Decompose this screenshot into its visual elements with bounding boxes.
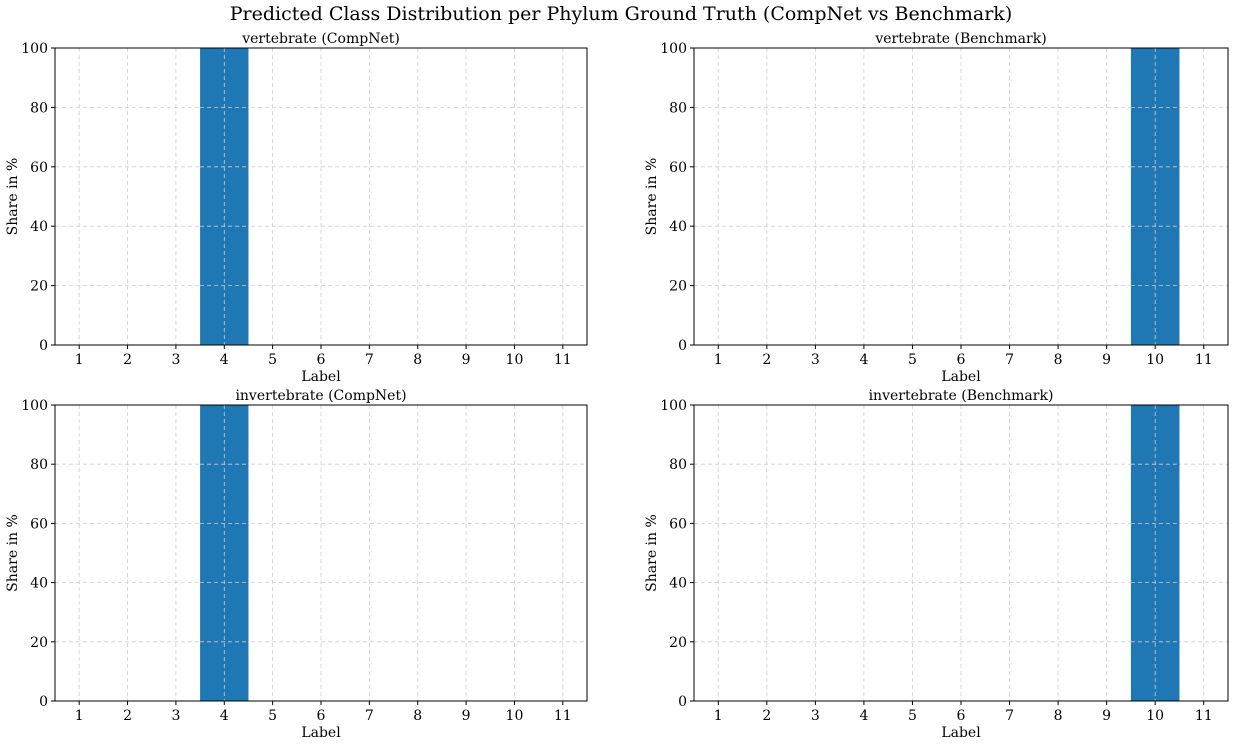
x-tick-label: 3 — [171, 708, 180, 724]
grid-lines-overlay — [1130, 47, 1180, 345]
y-tick-label: 0 — [39, 694, 48, 710]
x-tick-label: 6 — [317, 708, 326, 724]
x-tick-label: 8 — [1054, 708, 1063, 724]
grid-lines — [55, 47, 587, 346]
y-axis-label: Share in % — [644, 514, 660, 592]
y-tick-label: 20 — [669, 635, 687, 651]
chart-panel-4: 1 2 3 4 5 6 7 8 9 10 11 0 20 40 60 80 100 invertebrate (B… — [644, 388, 1229, 741]
y-axis-label: Share in % — [5, 158, 21, 236]
y-tick-label: 0 — [678, 694, 687, 710]
y-tick-label: 20 — [30, 279, 48, 295]
figure-title: Predicted Class Distribution per Phylum … — [229, 3, 1013, 25]
y-axis-label: Share in % — [644, 158, 660, 236]
x-tick-label: 1 — [75, 352, 84, 368]
y-tick-label: 80 — [669, 100, 687, 116]
x-tick-label: 3 — [811, 708, 820, 724]
y-tick-label: 40 — [30, 576, 48, 592]
y-tick-label: 60 — [669, 516, 687, 532]
x-tick-label: 5 — [908, 352, 917, 368]
x-tick-label: 4 — [859, 352, 868, 368]
y-tick-label: 100 — [21, 398, 48, 414]
x-tick-label: 7 — [1005, 708, 1014, 724]
x-tick-label: 5 — [268, 352, 277, 368]
grid-lines — [55, 404, 587, 702]
x-tick-label: 7 — [365, 352, 374, 368]
x-tick-label: 2 — [123, 708, 132, 724]
y-tick-label: 0 — [39, 338, 48, 354]
y-tick-label: 80 — [30, 457, 48, 473]
x-tick-label: 10 — [506, 352, 524, 368]
subplot-title: vertebrate (Benchmark) — [874, 31, 1046, 47]
y-tick-label: 40 — [669, 219, 687, 235]
y-tick-label: 20 — [669, 279, 687, 295]
x-tick-label: 9 — [462, 352, 471, 368]
y-axis-label: Share in % — [5, 514, 21, 592]
x-tick-label: 2 — [762, 708, 771, 724]
x-axis-label: Label — [941, 725, 981, 741]
y-tick-label: 80 — [669, 457, 687, 473]
x-tick-label: 1 — [714, 708, 723, 724]
y-tick-label: 100 — [21, 41, 48, 57]
x-tick-label: 4 — [220, 708, 229, 724]
x-tick-label: 11 — [554, 352, 572, 368]
x-tick-label: 2 — [762, 352, 771, 368]
y-tick-label: 100 — [660, 398, 687, 414]
y-tick-label: 60 — [669, 160, 687, 176]
x-tick-label: 6 — [957, 352, 966, 368]
x-axis-label: Label — [301, 369, 341, 385]
y-tick-label: 0 — [678, 338, 687, 354]
x-tick-label: 11 — [1195, 708, 1213, 724]
y-tick-label: 40 — [30, 219, 48, 235]
x-tick-label: 6 — [317, 352, 326, 368]
x-tick-label: 11 — [1195, 352, 1213, 368]
y-tick-label: 40 — [669, 576, 687, 592]
x-tick-label: 1 — [75, 708, 84, 724]
x-tick-label: 9 — [462, 708, 471, 724]
y-tick-label: 20 — [30, 635, 48, 651]
x-tick-label: 8 — [1054, 352, 1063, 368]
subplot-title: invertebrate (Benchmark) — [869, 388, 1054, 404]
x-tick-label: 9 — [1102, 708, 1111, 724]
chart-panel-3: 1 2 3 4 5 6 7 8 9 10 11 0 20 40 60 80 100 invertebrate (C… — [5, 388, 588, 741]
x-tick-label: 3 — [171, 352, 180, 368]
chart-panel-1: 1 2 3 4 5 6 7 8 9 10 11 0 20 40 60 80 100 vertebrate (Com… — [5, 31, 588, 385]
y-tick-label: 60 — [30, 160, 48, 176]
x-tick-label: 6 — [957, 708, 966, 724]
x-tick-label: 4 — [859, 708, 868, 724]
x-tick-label: 1 — [714, 352, 723, 368]
x-tick-label: 5 — [268, 708, 277, 724]
subplot-title: invertebrate (CompNet) — [235, 388, 406, 404]
grid-lines-overlay — [1130, 404, 1180, 701]
chart-panel-2: 1 2 3 4 5 6 7 8 9 10 11 0 20 40 60 80 100 vertebrate (Ben… — [644, 31, 1229, 385]
x-tick-label: 3 — [811, 352, 820, 368]
y-tick-label: 60 — [30, 516, 48, 532]
x-axis-label: Label — [941, 369, 981, 385]
x-tick-label: 7 — [365, 708, 374, 724]
x-tick-label: 10 — [1146, 708, 1164, 724]
x-axis-label: Label — [301, 725, 341, 741]
x-tick-label: 2 — [123, 352, 132, 368]
x-tick-label: 8 — [413, 708, 422, 724]
x-tick-label: 5 — [908, 708, 917, 724]
subplot-title: vertebrate (CompNet) — [241, 31, 400, 47]
x-tick-label: 9 — [1102, 352, 1111, 368]
x-tick-label: 10 — [506, 708, 524, 724]
x-tick-label: 8 — [413, 352, 422, 368]
y-tick-label: 100 — [660, 41, 687, 57]
y-tick-label: 80 — [30, 100, 48, 116]
x-tick-label: 7 — [1005, 352, 1014, 368]
x-tick-label: 10 — [1146, 352, 1164, 368]
x-tick-label: 11 — [554, 708, 572, 724]
x-tick-label: 4 — [220, 352, 229, 368]
